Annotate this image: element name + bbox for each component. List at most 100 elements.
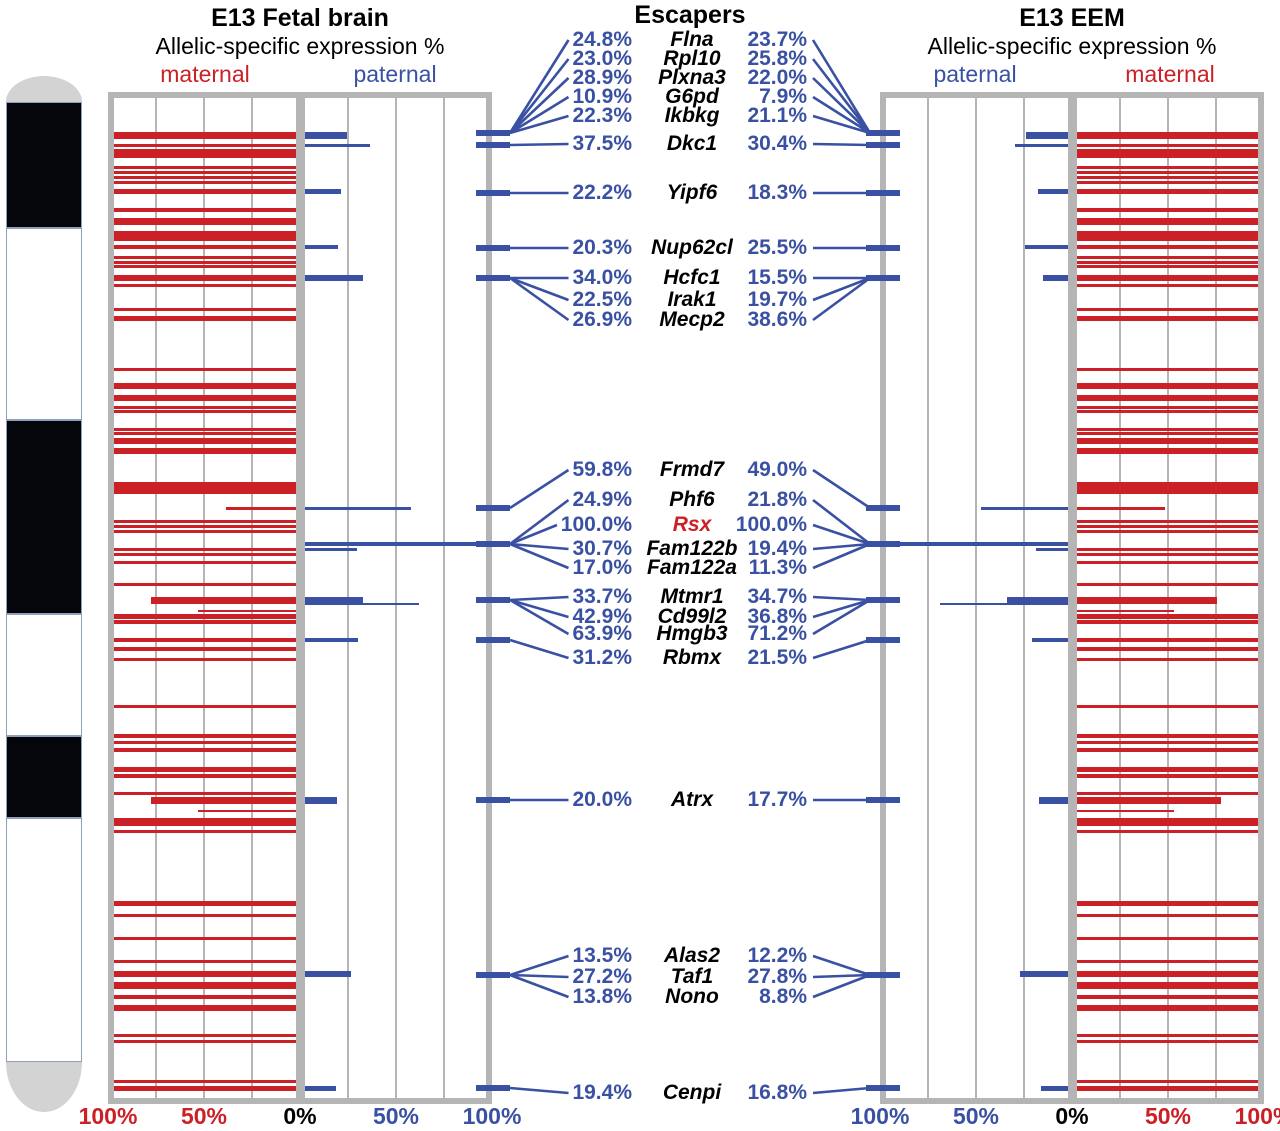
- maternal-expression-bar: [114, 170, 300, 174]
- eem-percent: 12.2%: [747, 944, 807, 967]
- paternal-expression-bar: [300, 603, 419, 605]
- eem-percent: 100.0%: [735, 513, 807, 536]
- maternal-expression-bar: [114, 315, 300, 321]
- maternal-expression-bar: [114, 582, 300, 586]
- maternal-expression-bar: [114, 307, 300, 311]
- maternal-expression-bar: [114, 647, 300, 651]
- fetal-brain-percent: 30.7%: [572, 537, 632, 560]
- maternal-expression-bar: [114, 524, 300, 528]
- fetal-brain-percent: 20.3%: [572, 236, 632, 259]
- maternal-expression-bar: [114, 175, 300, 179]
- maternal-expression-bar: [114, 913, 300, 917]
- maternal-expression-bar: [1072, 610, 1175, 612]
- gene-name: Rsx: [672, 513, 712, 536]
- eem-percent: 15.5%: [747, 266, 807, 289]
- maternal-expression-bar: [114, 283, 300, 287]
- paternal-expression-bar: [300, 596, 363, 604]
- maternal-expression-bar: [1072, 1033, 1258, 1037]
- paternal-expression-bar: [300, 971, 351, 977]
- maternal-expression-bar: [114, 529, 300, 533]
- maternal-expression-bar: [114, 981, 300, 989]
- maternal-expression-bar: [1072, 1005, 1258, 1011]
- maternal-expression-bar: [114, 748, 300, 752]
- gene-name: Yipf6: [666, 181, 718, 204]
- escaper-row-hmgb3: 63.9% Hmgb3 71.2%: [0, 621, 1280, 647]
- fetal-brain-percent: 34.0%: [572, 266, 632, 289]
- maternal-expression-bar: [114, 1005, 300, 1011]
- escaper-row-mtmr1: 33.7% Mtmr1 34.7%: [0, 584, 1280, 610]
- maternal-expression-bar: [114, 395, 300, 401]
- fetal-brain-percent: 13.8%: [572, 985, 632, 1008]
- paternal-expression-bar: [300, 547, 358, 551]
- eem-percent: 8.8%: [759, 985, 807, 1008]
- maternal-expression-bar: [114, 217, 300, 225]
- eem-axis-tick-0: 100%: [850, 1103, 910, 1129]
- maternal-expression-bar: [1072, 657, 1258, 661]
- eem-percent: 27.8%: [747, 965, 807, 988]
- paternal-expression-bar: [300, 245, 338, 249]
- eem-percent: 30.4%: [747, 132, 807, 155]
- escaper-row-ikbkg: 22.3% Ikbkg 21.1%: [0, 103, 1280, 129]
- maternal-expression-bar: [1072, 231, 1258, 241]
- paternal-expression-bar: [1037, 188, 1072, 194]
- maternal-expression-bar: [1072, 275, 1258, 281]
- paternal-expression-bar: [300, 796, 338, 804]
- maternal-expression-bar: [1072, 547, 1258, 551]
- maternal-expression-bar: [1072, 1039, 1258, 1043]
- maternal-expression-bar: [1072, 315, 1258, 321]
- escaper-row-yipf6: 22.2% Yipf6 18.3%: [0, 180, 1280, 206]
- eem-percent: 11.3%: [748, 556, 807, 579]
- paternal-expression-bar: [300, 506, 412, 510]
- maternal-expression-bar: [114, 657, 300, 661]
- maternal-expression-bar: [114, 829, 300, 833]
- maternal-expression-bar: [1072, 431, 1258, 435]
- maternal-expression-bar: [114, 448, 300, 454]
- maternal-expression-bar: [1072, 981, 1258, 989]
- maternal-expression-bar: [151, 796, 300, 804]
- fetal-brain-percent: 100.0%: [560, 513, 632, 536]
- escaper-row-nup62cl: 20.3% Nup62cl 25.5%: [0, 235, 1280, 261]
- gene-name: Fam122b: [646, 537, 738, 560]
- paternal-expression-bar: [300, 143, 370, 147]
- gene-name: Taf1: [670, 965, 714, 988]
- maternal-expression-bar: [1072, 936, 1258, 940]
- escaper-row-dkc1: 37.5% Dkc1 30.4%: [0, 131, 1280, 157]
- maternal-expression-bar: [114, 405, 300, 409]
- escaper-row-hcfc1: 34.0% Hcfc1 15.5%: [0, 265, 1280, 291]
- maternal-expression-bar: [114, 620, 300, 624]
- maternal-expression-bar: [225, 506, 300, 510]
- maternal-expression-bar: [1072, 170, 1258, 174]
- maternal-expression-bar: [1072, 596, 1218, 604]
- maternal-expression-bar: [1072, 148, 1258, 158]
- maternal-expression-bar: [114, 971, 300, 977]
- fetal-brain-expression-plot: [108, 92, 492, 1104]
- escaper-row-nono: 13.8% Nono 8.8%: [0, 984, 1280, 1010]
- maternal-expression-bar: [114, 245, 300, 249]
- maternal-expression-bar: [1072, 264, 1258, 268]
- maternal-expression-bar: [1072, 175, 1258, 179]
- paternal-expression-bar: [1039, 796, 1072, 804]
- maternal-expression-bar: [114, 740, 300, 744]
- fetal-brain-percent: 33.7%: [572, 585, 632, 608]
- maternal-expression-bar: [114, 766, 300, 772]
- maternal-expression-bar: [1072, 971, 1258, 977]
- eem-percent: 16.8%: [747, 1081, 807, 1104]
- gene-name: G6pd: [665, 85, 719, 108]
- maternal-expression-bar: [1072, 1079, 1258, 1083]
- maternal-expression-bar: [1072, 395, 1258, 401]
- maternal-expression-bar: [114, 519, 300, 523]
- fetal-brain-percent: 20.0%: [572, 788, 632, 811]
- gene-name: Mtmr1: [660, 585, 724, 608]
- maternal-expression-bar: [1072, 810, 1175, 812]
- right-panel-paternal-label: paternal: [933, 61, 1017, 87]
- fetal-brain-axis-tick-3: 50%: [372, 1103, 420, 1129]
- maternal-expression-bar: [114, 264, 300, 268]
- eem-axis-tick-2: 0%: [1055, 1103, 1089, 1129]
- paternal-expression-bar: [1015, 143, 1072, 147]
- fetal-brain-percent: 28.9%: [572, 66, 632, 89]
- fetal-brain-percent: 27.2%: [572, 965, 632, 988]
- gene-name: Cenpi: [662, 1081, 722, 1104]
- maternal-expression-bar: [114, 704, 300, 708]
- maternal-expression-bar: [114, 482, 300, 494]
